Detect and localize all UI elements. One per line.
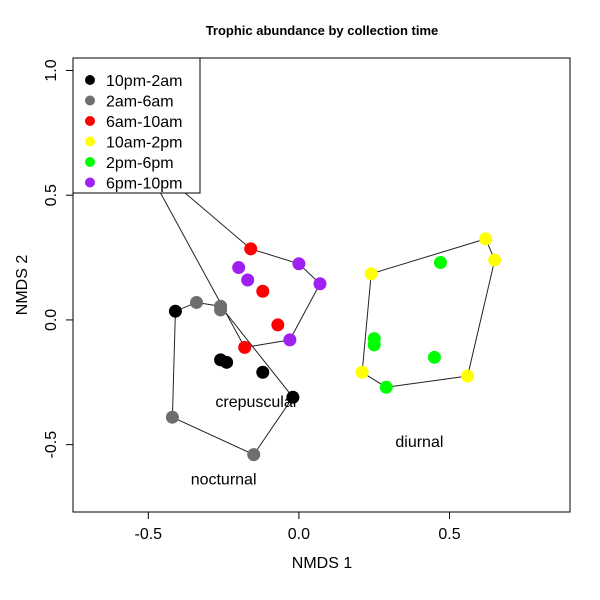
point-2pm-6pm-2: [367, 338, 381, 352]
point-6am-10am-1: [256, 284, 270, 298]
y-tick-label: 1.0: [43, 59, 60, 81]
legend-label: 2pm-6pm: [106, 155, 174, 172]
annotations-layer: crepuscular nocturnal diurnal: [191, 394, 444, 488]
x-axis: -0.5 0.0 0.5: [135, 511, 461, 543]
annotation-diurnal: diurnal: [395, 434, 443, 451]
hull-diurnal: [361, 238, 496, 388]
y-tick-label: 0.0: [43, 309, 60, 331]
x-axis-label: NMDS 1: [292, 555, 353, 572]
legend: 10pm-2am 2am-6am 6am-10am 10am-2pm 2pm-6pm 6p…: [72, 57, 201, 194]
legend-label: 6am-10am: [106, 114, 182, 131]
points-layer: [165, 232, 502, 462]
x-tick-label: 0.0: [288, 526, 310, 543]
point-6am-10am-2: [271, 318, 285, 332]
point-6pm-10pm-2: [292, 257, 306, 271]
legend-swatch: [85, 177, 95, 188]
x-tick-label: 0.5: [438, 526, 460, 543]
legend-swatch: [85, 116, 95, 126]
point-10am-2pm-0: [364, 267, 378, 281]
point-2am-6am-2: [214, 303, 228, 317]
point-2am-6am-4: [247, 448, 261, 462]
y-axis-label: NMDS 2: [14, 255, 31, 316]
point-10pm-2am-0: [168, 304, 182, 318]
legend-label: 10am-2pm: [106, 135, 182, 152]
legend-swatch: [85, 136, 95, 147]
chart-title: Trophic abundance by collection time: [206, 23, 439, 38]
point-2am-6am-3: [165, 410, 179, 424]
point-10am-2pm-4: [461, 369, 475, 383]
x-tick-label: -0.5: [135, 526, 163, 543]
point-6pm-10pm-1: [241, 273, 255, 287]
legend-label: 10pm-2am: [106, 73, 182, 90]
point-10am-2pm-1: [479, 232, 493, 246]
point-10pm-2am-3: [256, 365, 270, 379]
y-axis: -0.5 0.0 0.5 1.0: [43, 59, 73, 458]
point-10pm-2am-2: [220, 355, 234, 369]
point-2pm-6pm-3: [427, 350, 441, 364]
point-10pm-2am-4: [286, 390, 300, 404]
legend-label: 6pm-10pm: [106, 176, 182, 193]
legend-box: [72, 57, 201, 194]
legend-swatch: [85, 75, 95, 85]
point-6am-10am-3: [238, 340, 252, 354]
annotation-nocturnal: nocturnal: [191, 472, 257, 489]
legend-swatch: [85, 95, 95, 106]
annotation-crepuscular: crepuscular: [215, 394, 298, 411]
y-tick-label: 0.5: [43, 184, 60, 206]
point-10am-2pm-2: [488, 253, 502, 267]
point-2pm-6pm-4: [379, 380, 393, 394]
point-6pm-10pm-0: [232, 261, 246, 275]
point-10am-2pm-3: [355, 365, 369, 379]
point-2pm-6pm-0: [433, 256, 447, 270]
point-6pm-10pm-4: [283, 333, 297, 347]
legend-swatch: [85, 157, 95, 167]
y-tick-label: -0.5: [43, 431, 60, 459]
legend-label: 2am-6am: [106, 94, 174, 111]
point-6am-10am-0: [244, 242, 258, 256]
point-6pm-10pm-3: [313, 277, 327, 291]
point-2am-6am-0: [189, 295, 203, 309]
